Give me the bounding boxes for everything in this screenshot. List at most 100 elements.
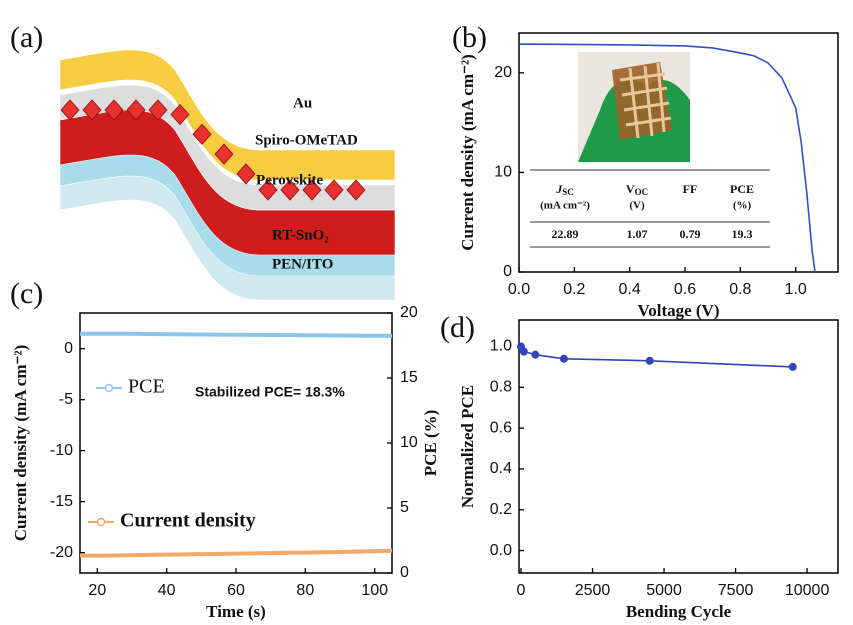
x-tick-label: 0.8 [729, 281, 751, 298]
x-tick-label: 60 [227, 582, 245, 599]
legend-marker [104, 383, 114, 393]
plot-frame [79, 312, 393, 574]
header-main: PCE [730, 182, 754, 196]
x-tick-label: 7500 [718, 582, 754, 599]
x-axis-title: Bending Cycle [626, 602, 732, 621]
header-main: FF [683, 182, 698, 196]
table-header: JSC [555, 182, 574, 197]
y-tick-label: 0.0 [490, 542, 512, 559]
octahedron [214, 143, 234, 165]
y-tick-label: -5 [59, 391, 73, 408]
y2-axis-title: PCE (%) [421, 410, 440, 477]
x-tick-label: 0.0 [508, 281, 530, 298]
y-tick-label: -10 [50, 442, 73, 459]
table-header: PCE [730, 182, 754, 196]
x-tick-label: 40 [158, 582, 176, 599]
data-point [788, 362, 797, 371]
table-cell: 19.3 [732, 227, 753, 241]
y-tick-label: 1.0 [490, 338, 512, 355]
octahedron [280, 179, 300, 201]
table-cell: 22.89 [552, 227, 579, 241]
y-axis-title: Current density (mA cm⁻²) [11, 345, 30, 541]
y-tick-label: 0 [503, 263, 512, 280]
octahedron [126, 99, 146, 121]
table-header: VOC [626, 182, 648, 197]
panel-label: (a) [10, 21, 43, 54]
x-tick-label: 0.2 [563, 281, 585, 298]
header-main: V [626, 182, 635, 196]
x-tick-label: 10000 [785, 582, 830, 599]
annotation: Stabilized PCE= 18.3% [195, 384, 345, 400]
table-cell: 1.07 [627, 227, 648, 241]
plot-frame [518, 32, 839, 273]
y2-tick-label: 5 [400, 499, 409, 516]
data-point [559, 354, 568, 363]
y2-tick-label: 0 [400, 564, 409, 581]
layer-band [59, 84, 396, 211]
table-header-unit: (mA cm⁻²) [540, 200, 590, 212]
data-point [519, 347, 528, 356]
y2-tick-label: 20 [400, 304, 418, 321]
legend-marker [96, 517, 106, 527]
series-line [518, 43, 816, 273]
octahedron [192, 123, 212, 145]
octahedron [346, 179, 366, 201]
x-tick-label: 0 [517, 582, 526, 599]
y-axis-title: Current density (mA cm⁻²) [458, 54, 477, 250]
octahedron [258, 179, 278, 201]
x-tick-label: 0.4 [619, 281, 641, 298]
y-tick-label: 0.2 [490, 501, 512, 518]
x-tick-label: 5000 [646, 582, 682, 599]
x-tick-label: 20 [88, 582, 106, 599]
plot-frame [518, 319, 839, 574]
y-tick-label: -20 [50, 544, 73, 561]
y2-tick-label: 10 [400, 434, 418, 451]
series-line [80, 548, 393, 558]
y-axis-title: Normalized PCE [458, 385, 477, 508]
x-tick-label: 0.6 [674, 281, 696, 298]
x-tick-label: 1.0 [785, 281, 807, 298]
x-axis-title: Voltage (V) [638, 301, 720, 320]
series-line [80, 331, 393, 338]
layer-label: Au [293, 95, 312, 111]
octahedron [82, 99, 102, 121]
octahedron [60, 99, 80, 121]
octahedron [302, 179, 322, 201]
y-tick-label: 10 [494, 164, 512, 181]
octahedron [170, 103, 190, 126]
header-sub: SC [562, 187, 574, 197]
panel-label: (d) [440, 311, 475, 344]
panel-label: (c) [10, 277, 43, 310]
y-tick-label: 20 [494, 64, 512, 81]
legend-label: PCE [128, 376, 165, 398]
x-tick-label: 2500 [575, 582, 611, 599]
table-cell: 0.79 [680, 227, 701, 241]
octahedron [324, 179, 344, 201]
y-tick-label: 0.6 [490, 419, 512, 436]
layer-label: Spiro-OMeTAD [255, 132, 358, 148]
layer-label: RT-SnO₂ [272, 227, 329, 243]
octahedron [148, 99, 168, 121]
layer-label: PEN/ITO [272, 256, 333, 272]
octahedron [236, 163, 256, 185]
header-main: J [555, 182, 563, 196]
layer-label: Perovskite [256, 172, 324, 188]
x-axis-title: Time (s) [206, 602, 266, 621]
table-header-unit: (V) [629, 200, 645, 212]
y-tick-label: 0.8 [490, 379, 512, 396]
data-point [645, 356, 654, 365]
x-tick-label: 80 [296, 582, 314, 599]
inset-photo [578, 52, 690, 162]
table-header-unit: (%) [733, 200, 752, 212]
table-header: FF [683, 182, 698, 196]
panel-label: (b) [452, 21, 487, 54]
legend-label: Current density [120, 510, 256, 532]
y2-tick-label: 15 [400, 369, 418, 386]
x-tick-label: 100 [361, 582, 388, 599]
y-tick-label: 0 [64, 340, 73, 357]
y-tick-label: 0.4 [490, 460, 512, 477]
device-illustration [59, 49, 396, 301]
octahedron [104, 99, 124, 121]
y-tick-label: -15 [50, 493, 73, 510]
